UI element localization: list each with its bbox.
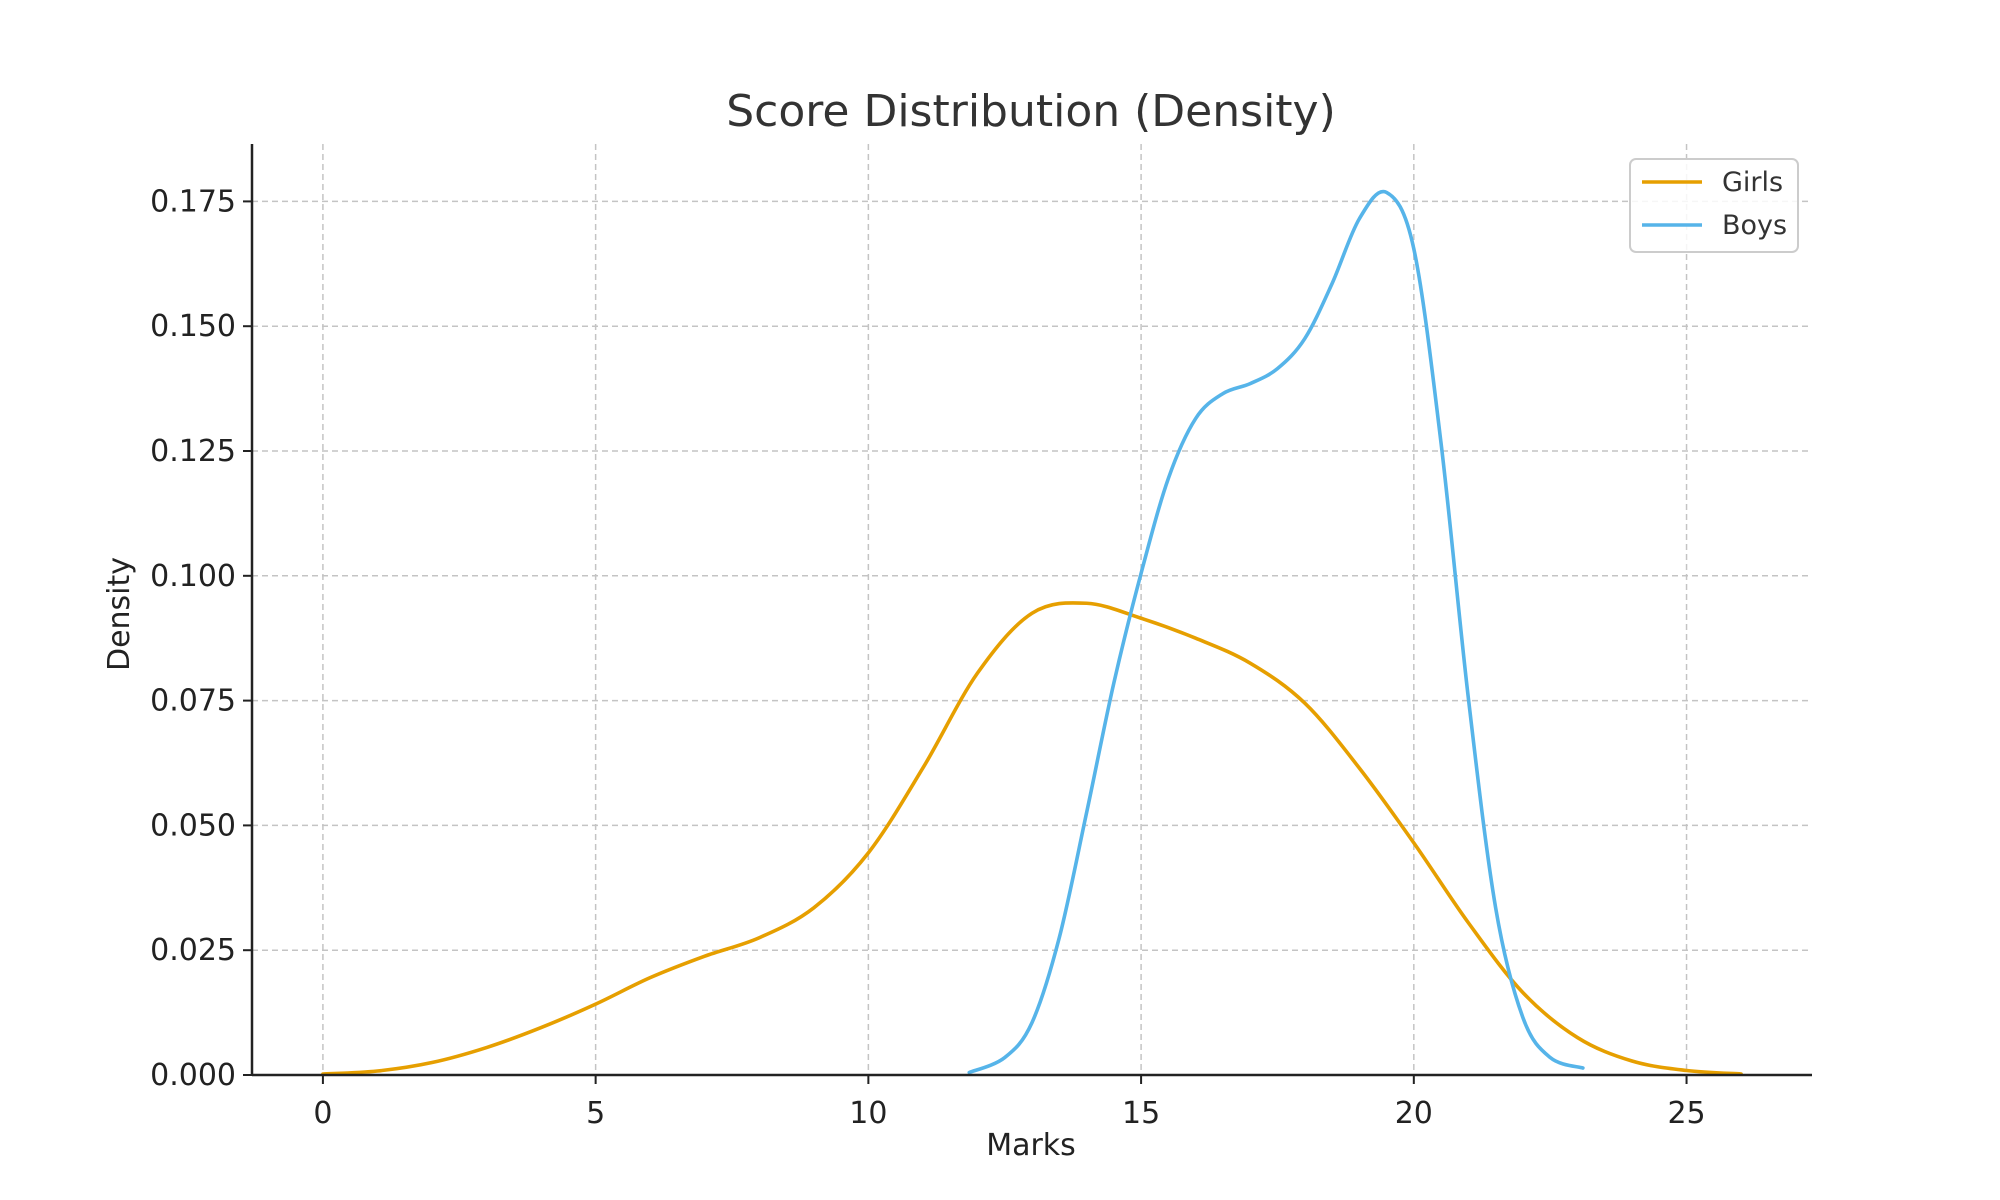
x-tick-label: 0 [313,1096,332,1131]
grid-layer [252,144,1812,1076]
y-tick-label: 0.075 [150,684,236,719]
x-axis-label: Marks [986,1128,1076,1163]
series-layer [321,189,1743,1076]
x-tick-label: 20 [1395,1096,1433,1131]
legend: Girls Boys [1629,158,1799,253]
y-tick-label: 0.125 [150,434,236,469]
y-tick-label: 0.150 [150,309,236,344]
chart-title: Score Distribution (Density) [726,86,1336,137]
tick-layer: 0 5 10 15 20 25 0.000 0.025 0.050 0.075 0.100 0.125… [150,184,1706,1131]
x-tick-label: 25 [1667,1096,1705,1131]
x-tick-label: 15 [1122,1096,1160,1131]
y-axis-label: Density [102,557,137,671]
x-tick-label: 5 [586,1096,605,1131]
y-tick-label: 0.050 [150,808,236,843]
series-line-boys [967,189,1585,1075]
series-line-girls [321,601,1743,1076]
y-tick-label: 0.000 [150,1058,236,1093]
y-tick-label: 0.100 [150,559,236,594]
y-tick-label: 0.025 [150,933,236,968]
legend-label-girls: Girls [1722,167,1783,198]
axes-layer [250,144,1812,1077]
x-tick-label: 10 [849,1096,887,1131]
legend-label-boys: Boys [1722,210,1787,241]
y-tick-label: 0.175 [150,184,236,219]
